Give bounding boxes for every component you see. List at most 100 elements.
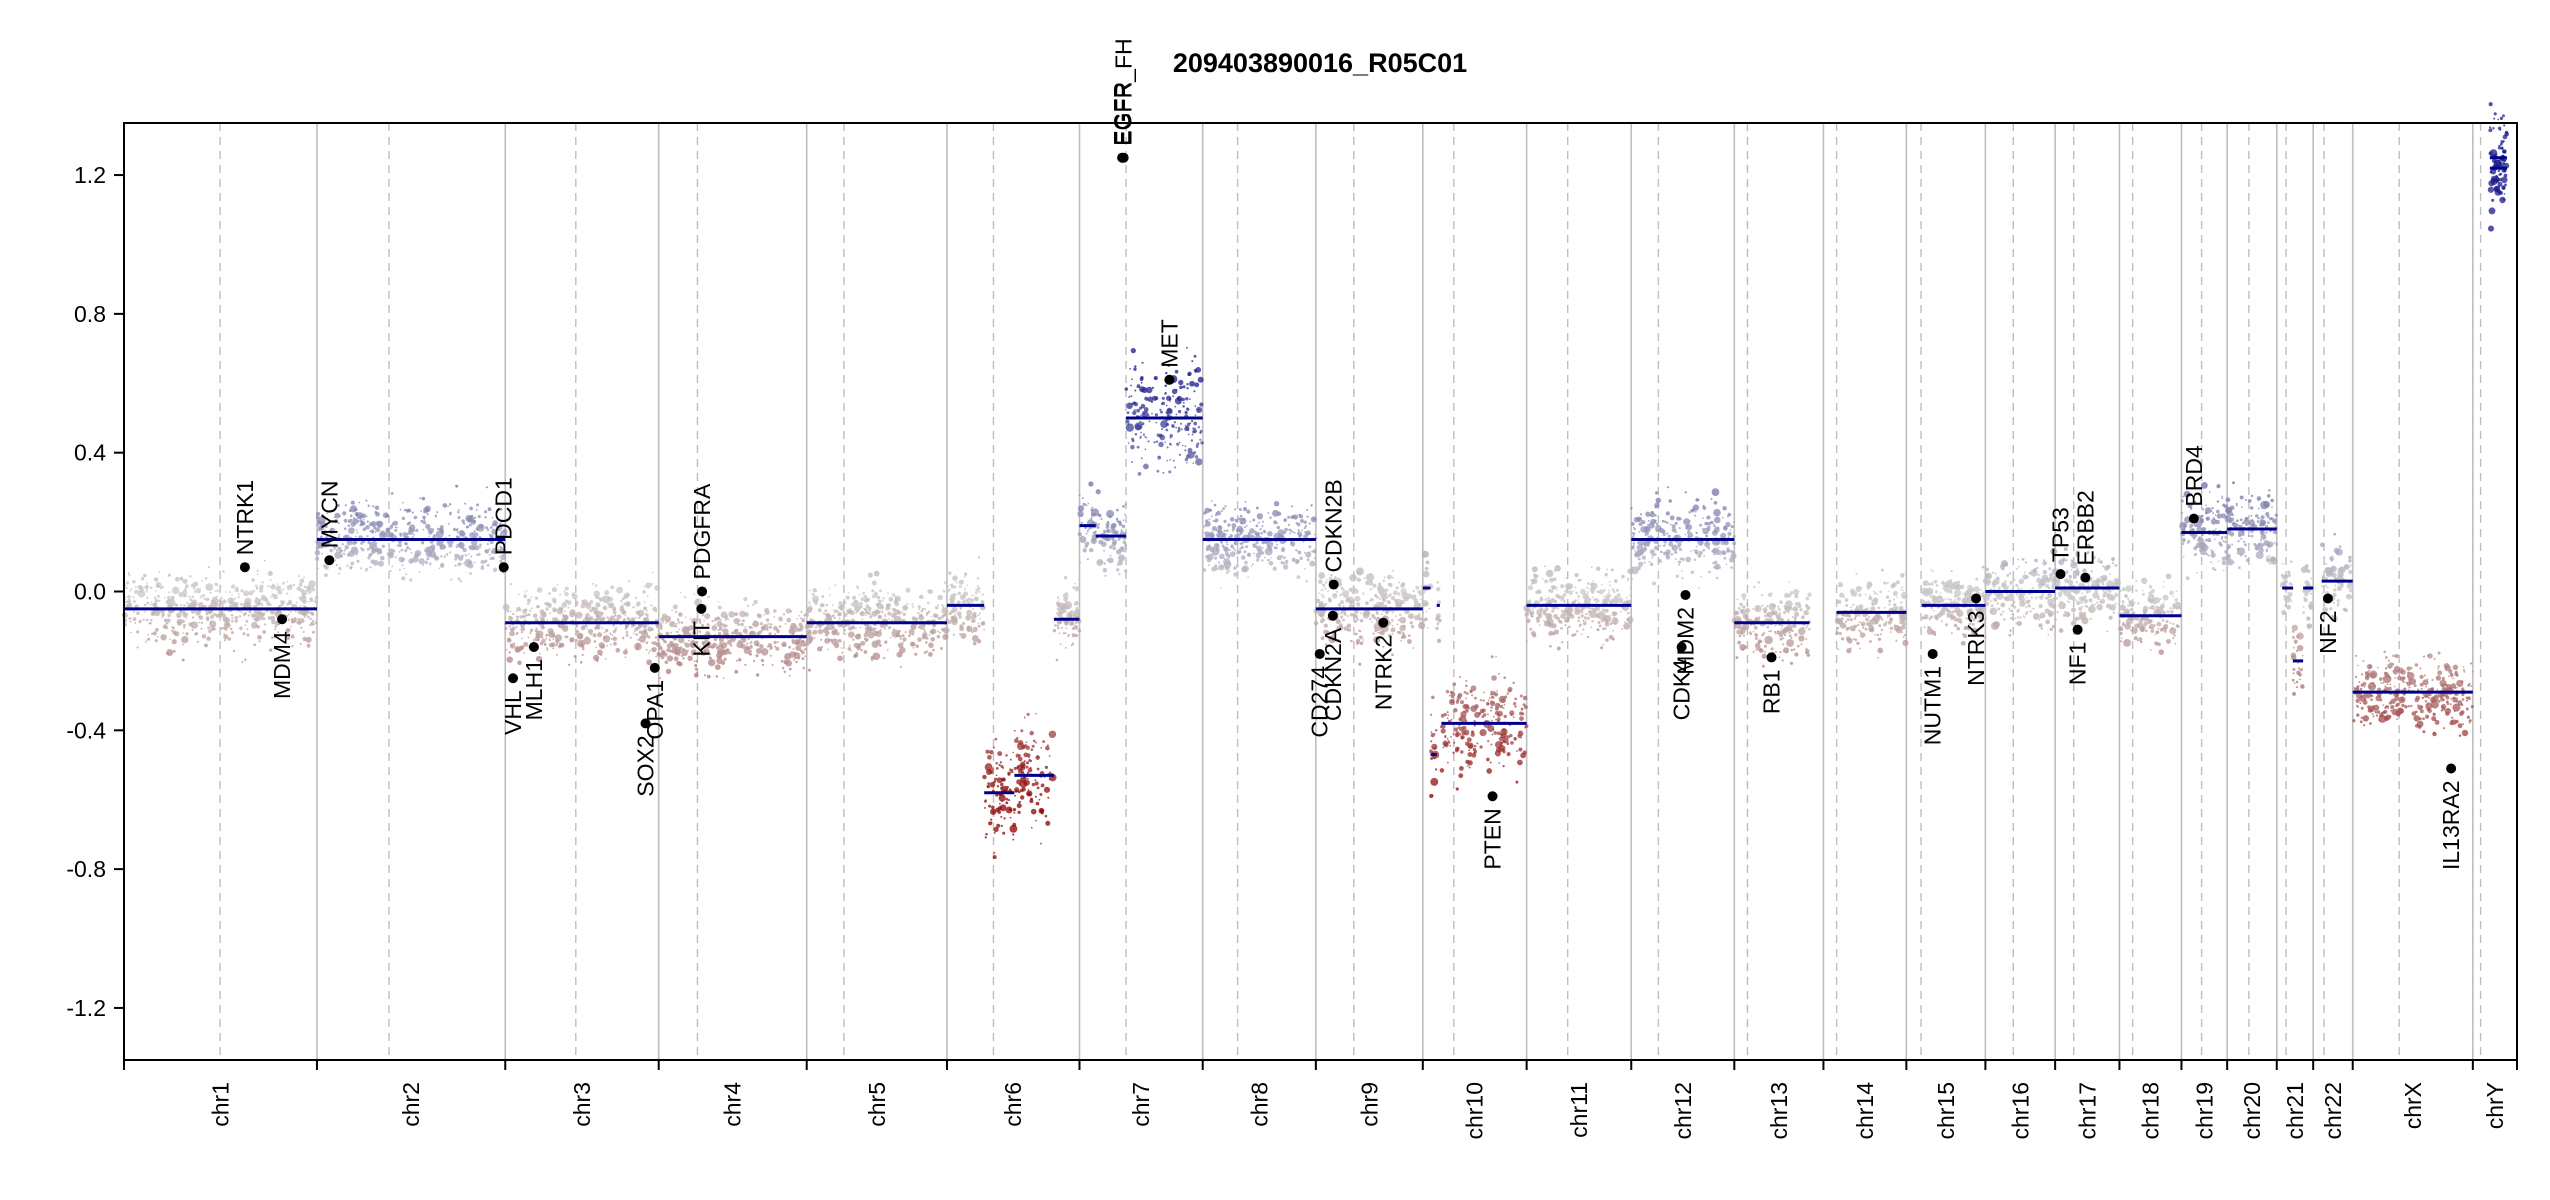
probe-point [185, 617, 187, 619]
probe-point [184, 587, 187, 591]
probe-point [751, 632, 754, 634]
probe-point [804, 624, 810, 630]
probe-point [343, 518, 348, 523]
probe-point [394, 556, 397, 559]
probe-point [1626, 616, 1634, 623]
probe-point [182, 589, 188, 595]
probe-point [905, 587, 911, 593]
probe-point [760, 643, 763, 646]
probe-point [1790, 648, 1794, 652]
probe-point [527, 598, 532, 603]
probe-point [552, 647, 555, 650]
probe-point [390, 492, 394, 495]
probe-point [1805, 648, 1810, 654]
probe-point [465, 525, 469, 529]
probe-point [270, 596, 272, 599]
probe-point [1008, 799, 1011, 802]
probe-point [1651, 553, 1655, 557]
probe-point [755, 673, 760, 677]
probe-point [1042, 740, 1046, 743]
probe-point [678, 654, 681, 657]
probe-point [496, 525, 500, 529]
probe-point [610, 585, 615, 590]
probe-point [1693, 549, 1696, 552]
probe-point [512, 612, 515, 616]
probe-point [985, 749, 990, 754]
probe-point [1746, 602, 1749, 606]
probe-point [1468, 766, 1471, 769]
probe-point [962, 621, 966, 625]
probe-point [499, 535, 503, 538]
probe-point [1129, 368, 1132, 370]
probe-point [602, 595, 611, 604]
probe-point [299, 642, 302, 645]
probe-point [728, 611, 736, 618]
probe-point [813, 588, 818, 593]
probe-point [1752, 630, 1755, 633]
probe-point [242, 632, 246, 636]
probe-point [377, 560, 384, 567]
probe-point [1498, 762, 1500, 764]
probe-point [405, 546, 410, 550]
probe-point [1269, 516, 1272, 519]
probe-point [675, 630, 678, 633]
probe-point [820, 638, 823, 641]
probe-point [1358, 662, 1362, 666]
probe-point [1419, 598, 1422, 601]
probe-point [155, 602, 158, 605]
probe-point [363, 518, 365, 521]
probe-point [1744, 614, 1749, 619]
probe-point [247, 614, 250, 617]
probe-point [788, 645, 791, 649]
probe-point [951, 618, 958, 626]
probe-point [1449, 720, 1452, 723]
probe-point [802, 627, 804, 629]
probe-point [610, 637, 613, 640]
probe-point [1303, 551, 1306, 554]
probe-point [1368, 599, 1372, 602]
probe-point [1082, 502, 1086, 506]
probe-point [1757, 581, 1761, 584]
probe-point [1857, 623, 1860, 627]
probe-point [633, 630, 636, 633]
probe-point [682, 657, 685, 660]
probe-point [300, 626, 303, 629]
probe-point [1308, 522, 1311, 525]
probe-point [1217, 561, 1221, 564]
probe-point [1603, 595, 1606, 598]
probe-point [1207, 564, 1210, 567]
probe-point [394, 528, 398, 532]
probe-point [1435, 616, 1440, 621]
probe-point [962, 600, 967, 604]
probe-point [198, 621, 201, 624]
probe-point [1034, 779, 1037, 782]
probe-point [375, 511, 380, 517]
probe-point [269, 609, 275, 615]
probe-point [1214, 556, 1218, 560]
probe-point [448, 534, 451, 537]
probe-point [422, 515, 426, 520]
probe-point [402, 532, 408, 538]
probe-point [773, 616, 776, 618]
probe-point [483, 561, 486, 564]
probe-point [1116, 519, 1119, 523]
probe-point [1800, 615, 1805, 620]
probe-point [1446, 737, 1449, 740]
probe-point [1294, 559, 1300, 565]
probe-point [1023, 779, 1030, 786]
probe-point [321, 531, 324, 534]
probe-point [706, 644, 709, 647]
probe-point [1139, 377, 1144, 382]
probe-point [897, 642, 904, 649]
probe-point [1196, 406, 1203, 413]
probe-point [1305, 551, 1312, 558]
probe-point [403, 567, 405, 570]
probe-point [339, 554, 344, 558]
probe-point [803, 643, 807, 647]
probe-point [1574, 572, 1579, 578]
probe-point [1431, 695, 1435, 700]
probe-point [972, 641, 977, 646]
probe-point [401, 560, 404, 563]
probe-point [894, 601, 900, 607]
probe-point [1337, 603, 1341, 607]
